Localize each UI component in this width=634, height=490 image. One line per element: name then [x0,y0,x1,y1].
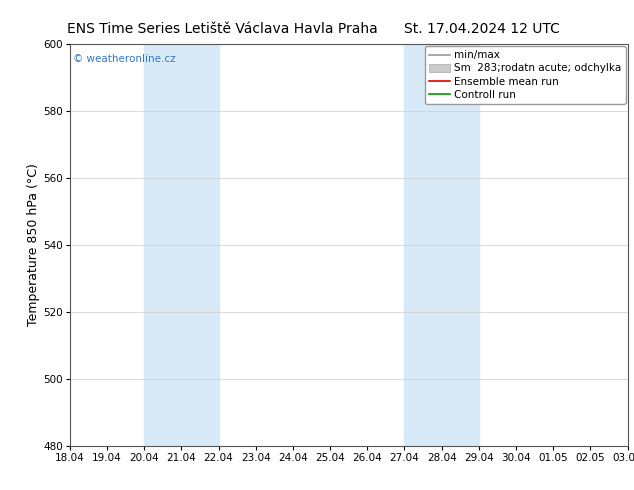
Legend: min/max, Sm  283;rodatn acute; odchylka, Ensemble mean run, Controll run: min/max, Sm 283;rodatn acute; odchylka, … [425,46,626,104]
Bar [144,44,219,446]
Text: ENS Time Series Letiště Václava Havla Praha: ENS Time Series Letiště Václava Havla Pr… [67,22,377,36]
Bar [404,44,479,446]
Text: © weatheronline.cz: © weatheronline.cz [72,54,175,64]
Y-axis label: Temperature 850 hPa (°C): Temperature 850 hPa (°C) [27,164,41,326]
Text: St. 17.04.2024 12 UTC: St. 17.04.2024 12 UTC [404,22,560,36]
